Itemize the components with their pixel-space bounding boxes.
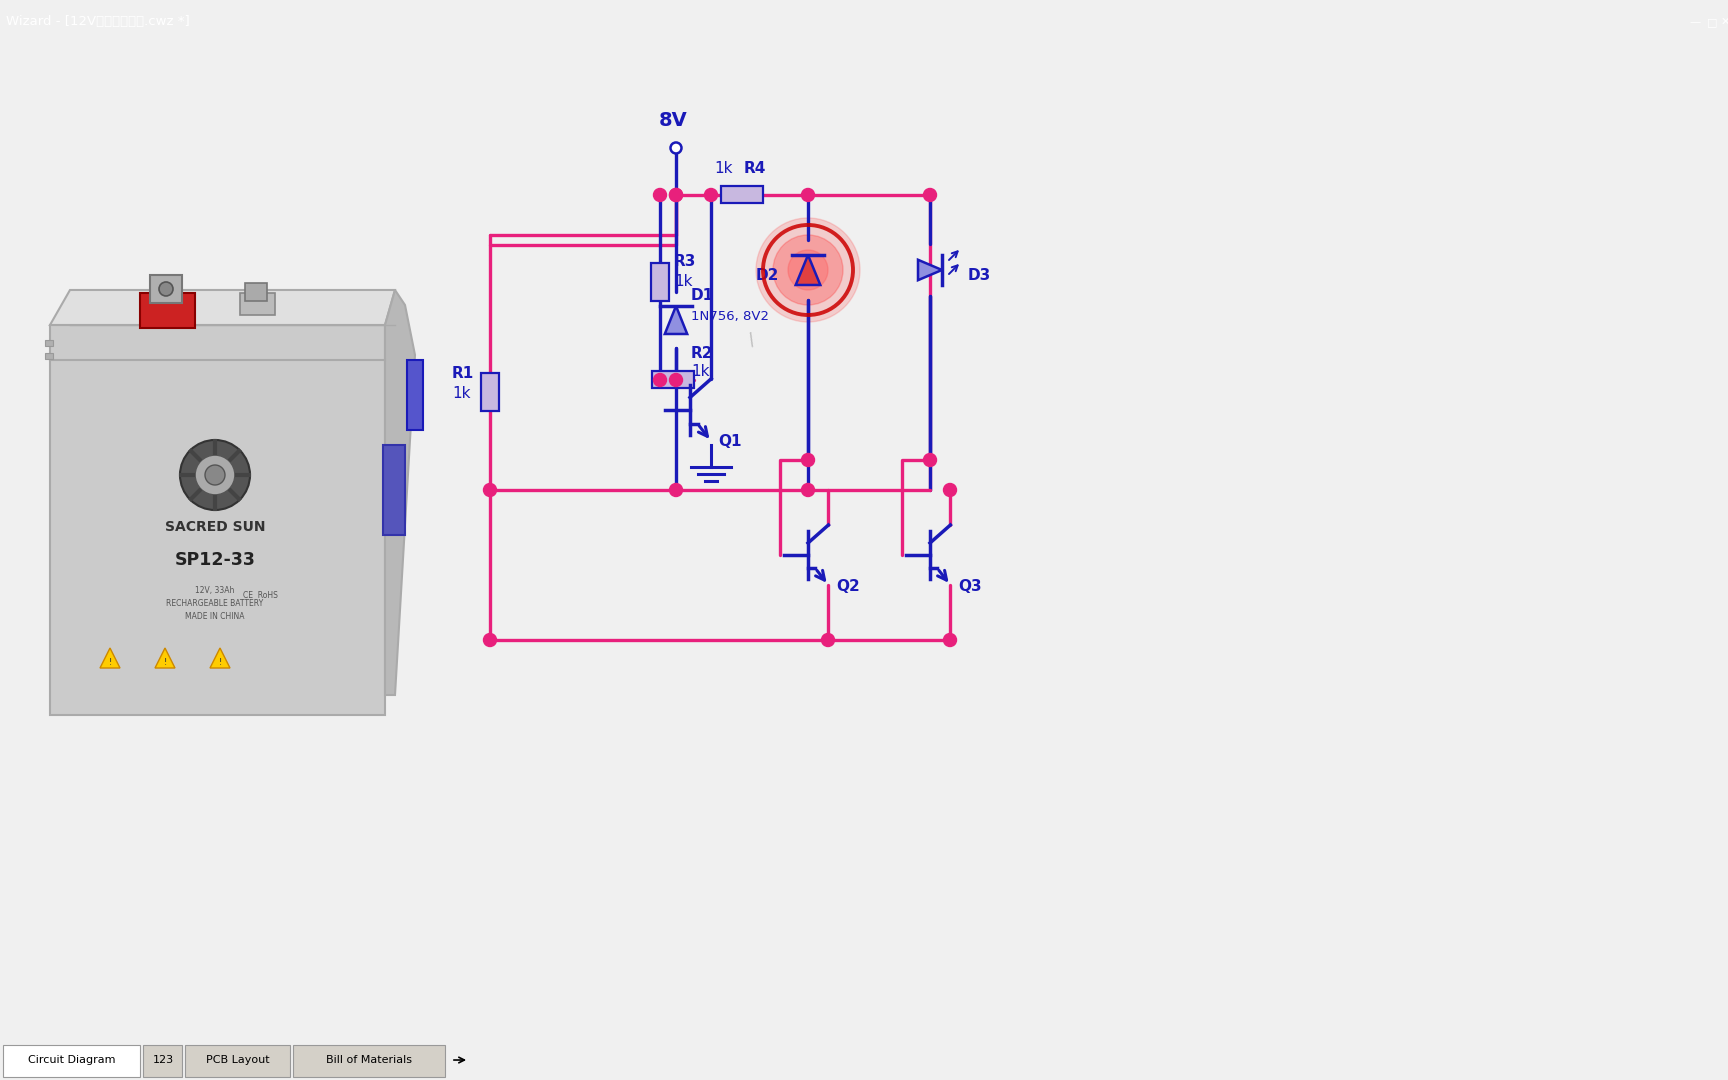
Text: □: □ xyxy=(1707,17,1718,27)
Text: RECHARGEABLE BATTERY: RECHARGEABLE BATTERY xyxy=(166,598,264,608)
Text: PCB Layout: PCB Layout xyxy=(206,1055,270,1065)
Circle shape xyxy=(653,189,667,202)
Polygon shape xyxy=(795,255,821,285)
Circle shape xyxy=(772,235,843,305)
Text: Q1: Q1 xyxy=(719,434,741,449)
Circle shape xyxy=(484,484,496,497)
Text: 1N756, 8V2: 1N756, 8V2 xyxy=(691,310,769,323)
Bar xyxy=(384,445,404,535)
Circle shape xyxy=(757,218,861,322)
Circle shape xyxy=(802,189,814,202)
Polygon shape xyxy=(918,260,942,280)
Circle shape xyxy=(653,374,667,387)
Circle shape xyxy=(206,465,225,485)
Text: !: ! xyxy=(218,658,221,666)
FancyBboxPatch shape xyxy=(3,1044,140,1077)
Circle shape xyxy=(788,249,828,289)
FancyBboxPatch shape xyxy=(294,1044,446,1077)
Circle shape xyxy=(802,454,814,467)
Text: Bill of Materials: Bill of Materials xyxy=(327,1055,413,1065)
Bar xyxy=(245,283,268,301)
Text: R4: R4 xyxy=(745,161,767,176)
Text: D3: D3 xyxy=(968,268,992,283)
Bar xyxy=(240,293,275,315)
Bar xyxy=(150,275,181,303)
Polygon shape xyxy=(665,306,688,334)
Circle shape xyxy=(670,143,681,153)
Circle shape xyxy=(923,454,937,467)
Text: 1k: 1k xyxy=(453,387,470,402)
Circle shape xyxy=(669,189,683,202)
Text: !: ! xyxy=(164,658,166,666)
Text: 1k: 1k xyxy=(691,364,710,379)
FancyBboxPatch shape xyxy=(143,1044,181,1077)
Bar xyxy=(45,353,54,359)
Circle shape xyxy=(943,634,957,647)
Text: R3: R3 xyxy=(674,255,696,270)
Bar xyxy=(651,264,669,301)
Text: Wizard - [12V过压保护电路.cwz *]: Wizard - [12V过压保护电路.cwz *] xyxy=(5,15,190,28)
Polygon shape xyxy=(211,648,230,669)
Bar xyxy=(651,372,695,389)
Bar xyxy=(721,187,764,203)
Polygon shape xyxy=(100,648,119,669)
Circle shape xyxy=(923,189,937,202)
Text: CE  RoHS: CE RoHS xyxy=(242,591,278,599)
Polygon shape xyxy=(385,289,415,696)
Text: 12V, 33Ah: 12V, 33Ah xyxy=(195,585,235,594)
Text: 1k: 1k xyxy=(674,274,693,289)
Text: SP12-33: SP12-33 xyxy=(175,551,256,569)
Text: !: ! xyxy=(109,658,112,666)
Circle shape xyxy=(159,282,173,296)
Bar xyxy=(480,374,499,411)
Text: R1: R1 xyxy=(453,366,473,381)
Text: D2: D2 xyxy=(757,268,779,283)
Text: Circuit Diagram: Circuit Diagram xyxy=(28,1055,116,1065)
Polygon shape xyxy=(156,648,175,669)
Bar xyxy=(45,340,54,346)
Bar xyxy=(50,325,385,715)
Circle shape xyxy=(484,634,496,647)
Circle shape xyxy=(669,189,683,202)
Text: —: — xyxy=(1690,17,1700,27)
Text: R2: R2 xyxy=(691,346,714,361)
Circle shape xyxy=(669,484,683,497)
Text: 8V: 8V xyxy=(658,111,688,130)
Circle shape xyxy=(669,374,683,387)
Text: /: / xyxy=(745,330,759,350)
FancyBboxPatch shape xyxy=(185,1044,290,1077)
Text: SACRED SUN: SACRED SUN xyxy=(164,519,266,534)
Text: D1: D1 xyxy=(691,288,714,303)
Text: 123: 123 xyxy=(152,1055,173,1065)
Bar xyxy=(408,360,423,430)
Circle shape xyxy=(802,484,814,497)
Text: 1k: 1k xyxy=(714,161,733,176)
Circle shape xyxy=(180,440,251,510)
Circle shape xyxy=(821,634,835,647)
Text: Q3: Q3 xyxy=(957,579,982,594)
Circle shape xyxy=(195,455,235,495)
Text: Q2: Q2 xyxy=(836,579,861,594)
Text: MADE IN CHINA: MADE IN CHINA xyxy=(185,611,245,621)
Bar xyxy=(140,293,195,328)
Text: ✕: ✕ xyxy=(1721,17,1728,27)
Polygon shape xyxy=(50,289,396,325)
Circle shape xyxy=(705,189,717,202)
Circle shape xyxy=(943,484,957,497)
